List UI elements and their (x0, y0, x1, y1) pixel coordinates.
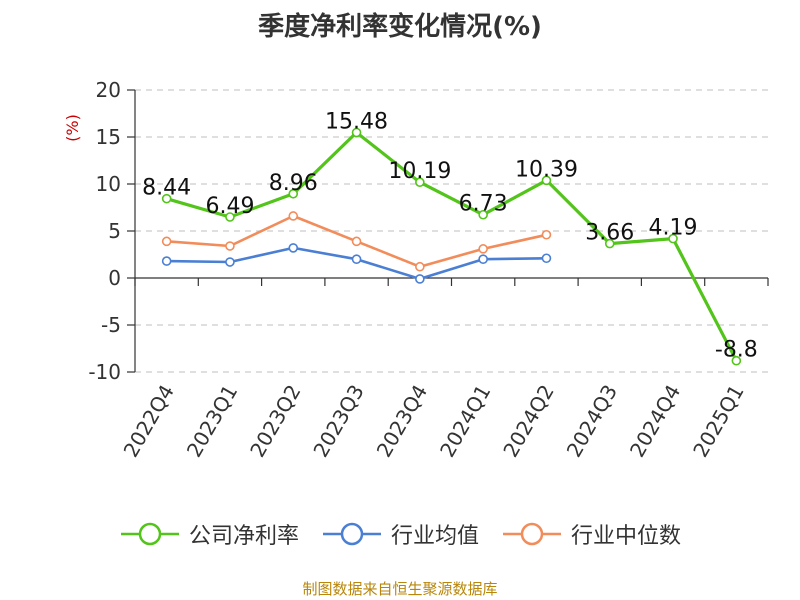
source-note: 制图数据来自恒生聚源数据库 (302, 580, 498, 598)
legend-swatch-median-icon (503, 522, 561, 546)
data-point[interactable] (415, 261, 425, 272)
x-tick-label: 2022Q4 (119, 381, 179, 462)
data-point[interactable] (225, 212, 235, 222)
legend-label-industry-avg: 行业均值 (390, 524, 479, 549)
series-line-0 (166, 130, 738, 362)
data-point[interactable] (478, 209, 488, 220)
data-label: 8.44 (142, 176, 191, 201)
y-tick-label: 5 (108, 219, 121, 243)
data-point[interactable] (478, 254, 488, 265)
data-point[interactable] (351, 254, 362, 265)
data-point[interactable] (225, 241, 235, 251)
data-point[interactable] (351, 127, 362, 138)
data-point[interactable] (288, 188, 299, 199)
data-point[interactable] (541, 229, 552, 240)
y-tick-label: -10 (88, 360, 121, 384)
y-tick-label: -5 (101, 313, 121, 337)
legend-item-industry-avg[interactable]: 行业均值 (321, 518, 479, 550)
legend-label-company: 公司净利率 (188, 524, 299, 549)
legend-swatch-avg-icon (322, 522, 381, 546)
data-point[interactable] (478, 244, 488, 254)
legend: 公司净利率 行业均值 行业中位数 (0, 518, 800, 550)
x-tick-label: 2023Q1 (182, 381, 242, 462)
y-tick-label: 10 (96, 172, 121, 196)
data-label: 10.19 (388, 159, 451, 184)
chart-title: 季度净利率变化情况(%) (258, 12, 542, 42)
x-tick-label: 2024Q2 (498, 381, 558, 462)
x-tick-label: 2025Q1 (688, 381, 748, 462)
data-point[interactable] (288, 211, 299, 221)
data-point[interactable] (161, 193, 172, 204)
legend-swatch-company-icon (120, 522, 179, 546)
x-tick-label: 2024Q3 (562, 381, 622, 462)
y-tick-label: 0 (108, 266, 121, 290)
data-label: 15.48 (325, 109, 388, 134)
y-axis-unit-label: (%) (63, 114, 82, 142)
data-point[interactable] (541, 175, 552, 186)
x-tick-label: 2023Q4 (372, 381, 432, 462)
data-point[interactable] (288, 243, 299, 253)
x-tick-label: 2024Q1 (435, 381, 495, 462)
x-tick-label: 2023Q3 (308, 381, 368, 462)
data-point[interactable] (731, 355, 742, 366)
data-point[interactable] (415, 274, 425, 284)
legend-item-industry-median[interactable]: 行业中位数 (501, 518, 681, 550)
data-label: 6.73 (459, 192, 508, 217)
data-point[interactable] (225, 257, 235, 267)
x-tick-label: 2023Q2 (245, 381, 305, 462)
data-point[interactable] (161, 256, 172, 266)
legend-item-company[interactable]: 公司净利率 (119, 518, 299, 550)
data-point[interactable] (604, 238, 615, 249)
data-point[interactable] (415, 177, 425, 188)
data-label: 10.39 (515, 157, 578, 182)
data-label: -8.8 (715, 338, 758, 363)
y-tick-label: 20 (96, 78, 121, 102)
data-label: 4.19 (649, 216, 698, 241)
data-label: 8.96 (269, 171, 318, 196)
data-label: 6.49 (205, 194, 254, 219)
data-point[interactable] (161, 236, 172, 247)
y-tick-label: 15 (96, 125, 121, 149)
x-tick-label: 2024Q4 (625, 381, 685, 462)
legend-label-industry-median: 行业中位数 (571, 524, 682, 549)
data-point[interactable] (668, 233, 678, 244)
data-label: 3.66 (585, 221, 634, 246)
data-point[interactable] (351, 236, 362, 247)
data-point[interactable] (541, 253, 552, 264)
